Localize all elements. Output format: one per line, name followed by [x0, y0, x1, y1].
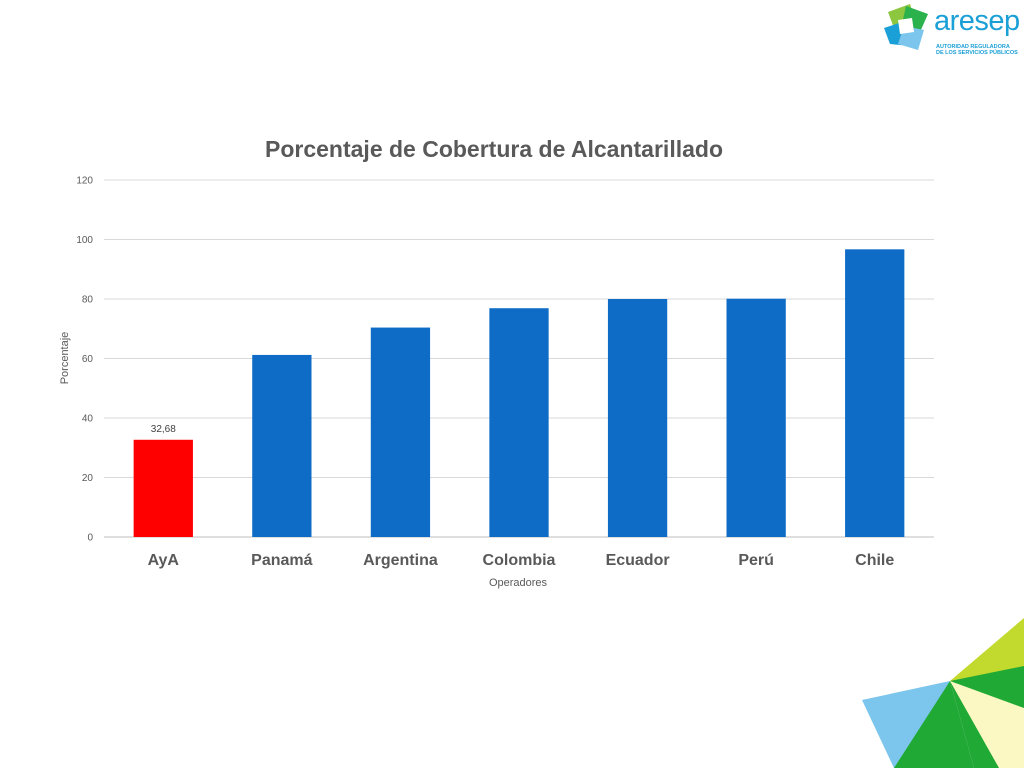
- logo-subtitle-line2: DE LOS SERVICIOS PÚBLICOS: [936, 50, 1018, 56]
- bar-panama: [252, 354, 312, 537]
- y-tick-label-20: 20: [82, 473, 94, 484]
- x-tick-label-argentina: Argentina: [363, 552, 438, 569]
- x-tick-label-chile: Chile: [855, 552, 894, 569]
- bar-colombia: [489, 308, 549, 537]
- chart-title: Porcentaje de Cobertura de Alcantarillad…: [265, 136, 723, 162]
- x-tick-label-colombia: Colombia: [483, 552, 556, 569]
- bar-aya: [133, 439, 193, 537]
- y-tick-label-100: 100: [76, 235, 93, 246]
- data-labels: 32,68: [151, 424, 176, 435]
- logo-subtitle-line1: AUTORIDAD REGULADORA: [936, 44, 1010, 50]
- x-tick-label-panama: Panamá: [251, 552, 312, 569]
- bars: [133, 249, 905, 537]
- bar-ecuador: [607, 299, 668, 537]
- corner-decoration: [862, 618, 1024, 768]
- y-tick-label-60: 60: [82, 354, 94, 365]
- y-tick-label-0: 0: [87, 533, 93, 544]
- x-tick-label-aya: AyA: [148, 552, 180, 569]
- data-label-aya: 32,68: [151, 424, 176, 435]
- aresep-star-icon: [884, 4, 928, 50]
- x-tick-label-peru: Perú: [738, 552, 774, 569]
- bar-chile: [845, 249, 905, 537]
- logo-wordmark: aresep: [934, 5, 1020, 37]
- x-axis-title: Operadores: [489, 577, 548, 589]
- y-tick-label-80: 80: [82, 295, 94, 306]
- bar-peru: [726, 298, 786, 537]
- y-tick-label-120: 120: [76, 176, 93, 187]
- x-axis-categories: AyA Panamá Argentina Colombia Ecuador Perú Chi…: [148, 552, 895, 569]
- bar-argentina: [370, 327, 431, 537]
- y-axis-title: Porcentaje: [59, 332, 71, 385]
- x-tick-label-ecuador: Ecuador: [606, 552, 670, 569]
- y-tick-label-40: 40: [82, 414, 94, 425]
- y-axis-ticks: 0 20 40 60 80 100 120: [76, 176, 93, 544]
- aresep-logo: aresep AUTORIDAD REGULADORA DE LOS SERVI…: [880, 2, 1020, 62]
